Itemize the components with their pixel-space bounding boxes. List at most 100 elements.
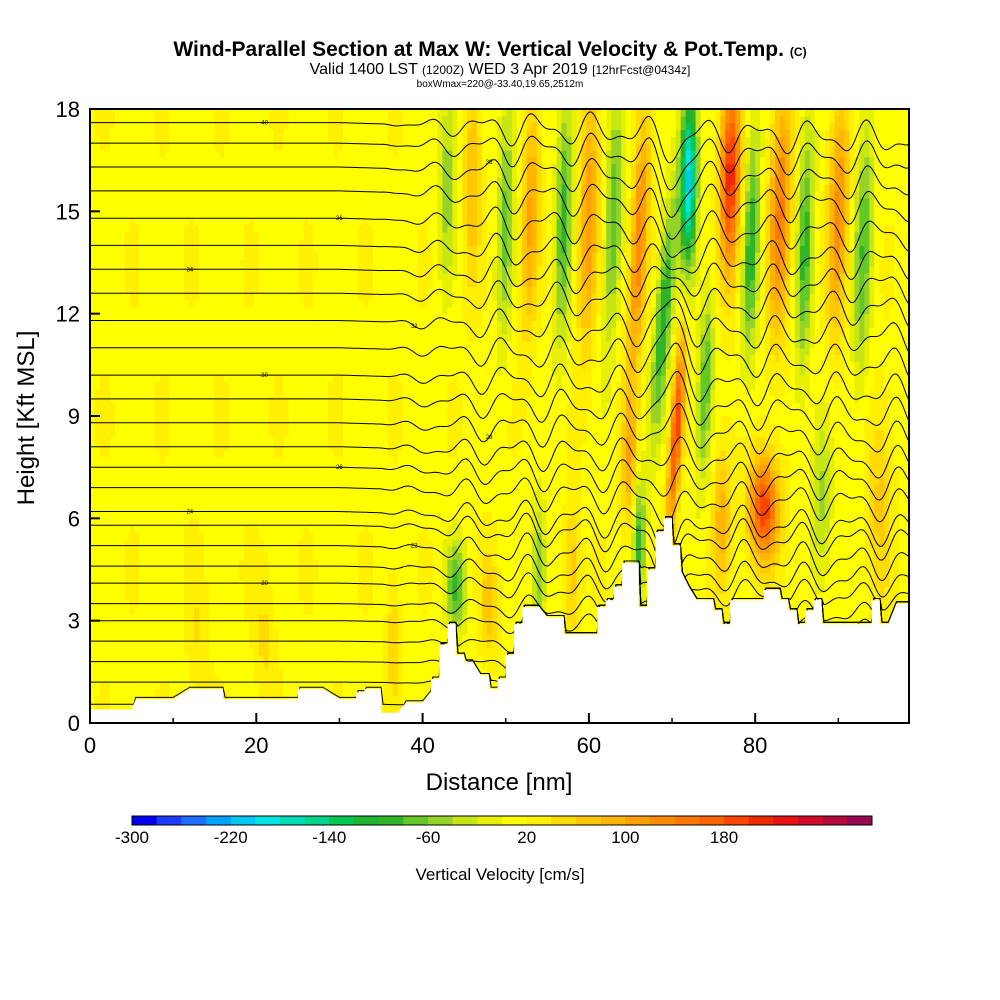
w-cell — [516, 518, 523, 526]
w-cell — [497, 661, 503, 670]
w-cell — [144, 641, 151, 649]
w-cell — [228, 634, 235, 642]
w-cell — [457, 559, 463, 567]
w-cell — [839, 545, 846, 554]
w-cell — [894, 552, 900, 560]
w-cell — [437, 593, 444, 601]
w-cell — [258, 607, 265, 615]
w-cell — [382, 538, 389, 547]
w-cell — [338, 593, 344, 601]
w-cell — [894, 586, 900, 594]
w-cell — [164, 511, 171, 519]
w-cell — [621, 525, 627, 533]
w-cell — [184, 538, 190, 547]
w-cell — [99, 627, 106, 635]
w-cell — [765, 579, 771, 588]
w-cell — [437, 579, 444, 588]
w-cell — [586, 627, 592, 635]
w-cell — [402, 600, 409, 608]
w-cell — [159, 559, 166, 567]
w-cell — [829, 566, 836, 574]
w-cell — [760, 518, 766, 526]
w-cell — [874, 559, 880, 567]
w-cell — [268, 538, 275, 547]
w-cell — [690, 531, 697, 540]
w-cell — [343, 613, 349, 622]
w-cell — [328, 613, 334, 622]
w-cell — [94, 525, 101, 533]
w-cell — [144, 661, 151, 670]
w-cell — [224, 647, 230, 656]
w-cell — [363, 654, 369, 663]
w-cell — [640, 545, 647, 554]
w-cell — [511, 552, 518, 560]
w-cell — [680, 552, 687, 560]
w-cell — [298, 661, 305, 670]
w-cell — [904, 531, 909, 540]
w-cell — [169, 675, 175, 683]
w-cell — [114, 627, 121, 635]
w-cell — [765, 572, 771, 581]
w-cell — [482, 620, 488, 629]
w-cell — [303, 641, 309, 649]
w-cell — [363, 661, 369, 670]
w-cell — [124, 620, 131, 629]
w-cell — [497, 572, 503, 581]
w-cell — [214, 511, 220, 519]
w-cell — [179, 607, 185, 615]
w-cell — [233, 668, 240, 676]
w-cell — [894, 566, 900, 574]
w-cell — [452, 572, 458, 581]
w-cell — [700, 545, 707, 554]
w-cell — [348, 538, 354, 547]
w-cell — [487, 613, 493, 622]
w-cell — [144, 518, 151, 526]
w-cell — [874, 572, 880, 581]
w-cell — [367, 668, 374, 676]
w-cell — [770, 552, 776, 560]
w-cell — [278, 531, 285, 540]
w-cell — [134, 525, 141, 533]
w-cell — [839, 572, 846, 581]
w-cell — [556, 593, 563, 601]
w-cell — [258, 545, 265, 554]
w-cell — [90, 566, 96, 574]
w-cell — [720, 572, 726, 581]
w-cell — [591, 566, 597, 574]
w-cell — [278, 559, 285, 567]
w-cell — [904, 586, 909, 594]
w-cell — [874, 545, 880, 554]
w-cell — [169, 661, 175, 670]
w-cell — [437, 552, 444, 560]
w-cell — [457, 607, 463, 615]
w-cell — [516, 607, 523, 615]
w-cell — [353, 593, 359, 601]
w-cell — [884, 600, 890, 608]
w-cell — [204, 675, 210, 683]
w-cell — [755, 545, 761, 554]
w-cell — [243, 675, 250, 683]
w-cell — [109, 566, 116, 574]
w-cell — [278, 654, 285, 663]
w-cell — [214, 607, 220, 615]
w-cell — [288, 688, 295, 697]
w-cell — [288, 661, 295, 670]
w-cell — [829, 613, 836, 622]
w-cell — [859, 593, 865, 601]
w-cell — [566, 586, 573, 594]
w-cell — [377, 634, 384, 642]
w-cell — [99, 695, 106, 704]
w-cell — [313, 586, 319, 594]
w-cell — [209, 538, 215, 547]
w-cell — [417, 613, 424, 622]
w-cell — [432, 641, 439, 649]
w-cell — [174, 518, 180, 526]
w-cell — [199, 634, 205, 642]
w-cell — [387, 695, 394, 704]
w-cell — [99, 531, 106, 540]
w-cell — [551, 607, 558, 615]
w-cell — [144, 607, 151, 615]
w-cell — [209, 572, 215, 581]
w-cell — [288, 531, 295, 540]
w-cell — [184, 531, 190, 540]
